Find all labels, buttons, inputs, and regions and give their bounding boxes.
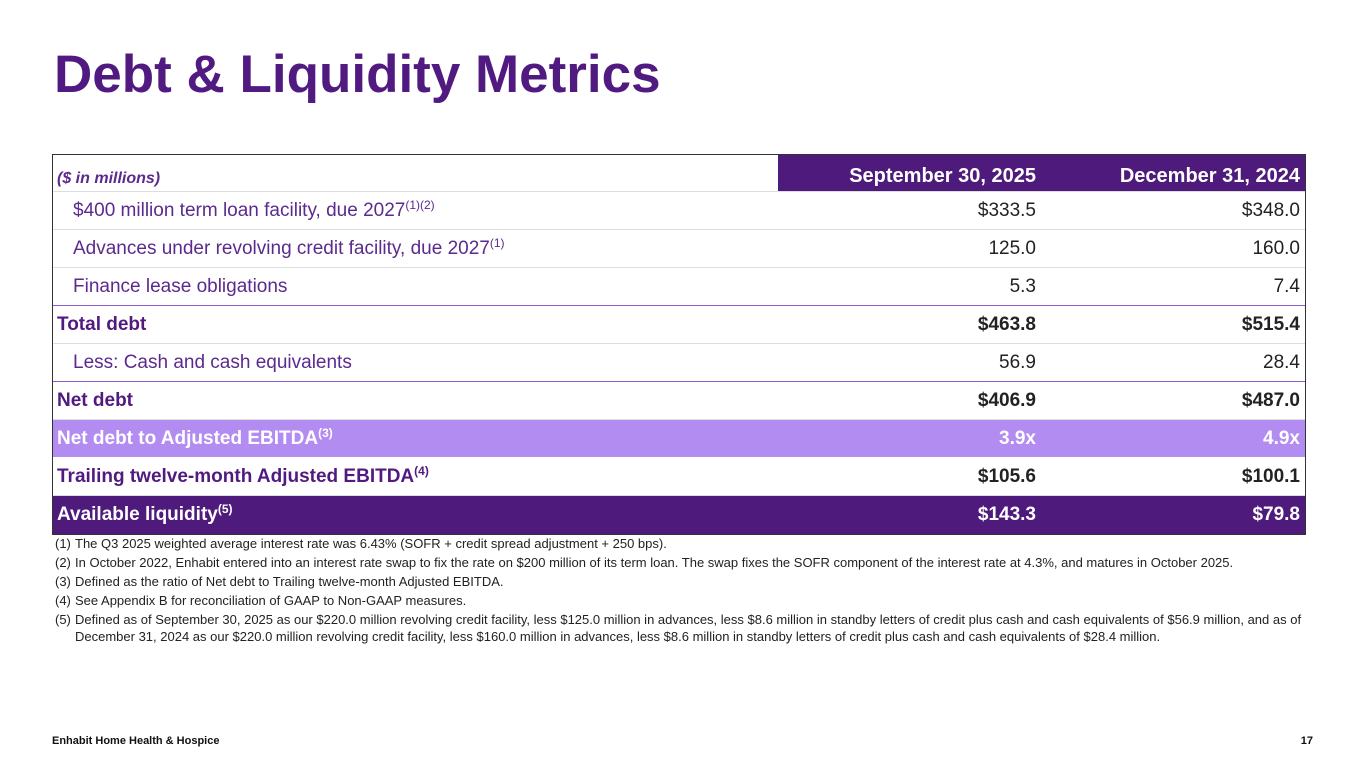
value-cell: 125.0 bbox=[988, 237, 1036, 259]
table-row: $400 million term loan facility, due 202… bbox=[53, 192, 1305, 230]
column-header: September 30, 2025 bbox=[778, 155, 1043, 191]
row-label: Total debt bbox=[57, 313, 147, 335]
table-row: Total debt $463.8 $515.4 bbox=[53, 306, 1305, 344]
row-label: $400 million term loan facility, due 202… bbox=[73, 199, 406, 221]
title: Debt & Liquidity Metrics bbox=[54, 45, 661, 104]
row-label: Less: Cash and cash equivalents bbox=[73, 351, 352, 373]
footnote-ref: (3) bbox=[318, 425, 333, 440]
value-cell: $100.1 bbox=[1241, 465, 1300, 487]
table-row: Finance lease obligations 5.3 7.4 bbox=[53, 268, 1305, 306]
table-row: Net debt $406.9 $487.0 bbox=[53, 382, 1305, 420]
header-row: ($ in millions) September 30, 2025 Decem… bbox=[53, 155, 1305, 192]
header-label: ($ in millions) bbox=[57, 170, 161, 187]
footnote: (4) See Appendix B for reconciliation of … bbox=[55, 592, 1315, 609]
value-cell: $79.8 bbox=[1252, 504, 1300, 525]
footnote-marker: (2) bbox=[55, 555, 71, 570]
row-label-cell: Less: Cash and cash equivalents bbox=[53, 352, 778, 374]
row-label: Finance lease obligations bbox=[73, 275, 288, 297]
row-label-cell: Net debt to Adjusted EBITDA(3) bbox=[53, 425, 778, 450]
footnote: (3) Defined as the ratio of Net debt to T… bbox=[55, 573, 1315, 590]
value-cell: $487.0 bbox=[1241, 389, 1300, 411]
footnote-marker: (3) bbox=[55, 574, 71, 589]
value-cell: $143.3 bbox=[977, 504, 1036, 525]
row-label-cell: Total debt bbox=[53, 314, 778, 336]
footnote-text: See Appendix B for reconciliation of GAA… bbox=[75, 593, 467, 608]
row-label: Available liquidity bbox=[57, 504, 218, 525]
footnote-ref: (4) bbox=[414, 463, 429, 478]
footnote-ref: (1)(2) bbox=[405, 197, 435, 212]
debt-table: ($ in millions) September 30, 2025 Decem… bbox=[52, 154, 1306, 535]
row-label-cell: Advances under revolving credit facility… bbox=[53, 235, 778, 260]
footnotes: (1) The Q3 2025 weighted average interest… bbox=[55, 535, 1315, 647]
row-label-cell: Available liquidity(5) bbox=[53, 502, 778, 526]
value-cell: 28.4 bbox=[1263, 351, 1300, 373]
footnote: (5) Defined as of September 30, 2025 as o… bbox=[55, 611, 1315, 645]
value-cell: 160.0 bbox=[1252, 237, 1300, 259]
footnote-ref: (1) bbox=[489, 235, 505, 250]
table-row: Advances under revolving credit facility… bbox=[53, 230, 1305, 268]
value-cell: 56.9 bbox=[999, 351, 1036, 373]
row-label-cell: Trailing twelve-month Adjusted EBITDA(4) bbox=[53, 463, 778, 488]
footer-company: Enhabit Home Health & Hospice bbox=[52, 735, 220, 747]
value-cell: 7.4 bbox=[1273, 275, 1300, 297]
table-row: Less: Cash and cash equivalents 56.9 28.4 bbox=[53, 344, 1305, 382]
value-cell: $406.9 bbox=[977, 389, 1036, 411]
value-cell: $348.0 bbox=[1241, 199, 1300, 221]
footnote-ref: (5) bbox=[217, 502, 233, 516]
value-cell: $105.6 bbox=[977, 465, 1036, 487]
footnote-text: In October 2022, Enhabit entered into an… bbox=[75, 555, 1234, 570]
value-cell: $333.5 bbox=[977, 199, 1036, 221]
value-cell: $463.8 bbox=[977, 313, 1036, 335]
table-row: Net debt to Adjusted EBITDA(3) 3.9x 4.9x bbox=[53, 420, 1305, 458]
footnote-text: Defined as the ratio of Net debt to Trai… bbox=[75, 574, 504, 589]
value-cell: 4.9x bbox=[1263, 427, 1300, 449]
row-label-cell: Net debt bbox=[53, 390, 778, 412]
footnote-marker: (5) bbox=[55, 612, 71, 627]
row-label: Net debt bbox=[57, 389, 133, 411]
column-header: December 31, 2024 bbox=[1043, 155, 1305, 191]
value-cell: $515.4 bbox=[1241, 313, 1300, 335]
row-label-cell: Finance lease obligations bbox=[53, 276, 778, 298]
footnote-text: Defined as of September 30, 2025 as our … bbox=[75, 612, 1302, 644]
table-row: Available liquidity(5) $143.3 $79.8 bbox=[53, 496, 1305, 534]
row-label: Trailing twelve-month Adjusted EBITDA bbox=[57, 465, 415, 487]
footnote-text: The Q3 2025 weighted average interest ra… bbox=[75, 536, 667, 551]
value-cell: 3.9x bbox=[999, 427, 1036, 449]
row-label-cell: $400 million term loan facility, due 202… bbox=[53, 197, 778, 222]
footnote-marker: (4) bbox=[55, 593, 71, 608]
footnote: (2) In October 2022, Enhabit entered into… bbox=[55, 554, 1315, 571]
footnote-marker: (1) bbox=[55, 536, 71, 551]
row-label: Advances under revolving credit facility… bbox=[73, 237, 490, 259]
table-row: Trailing twelve-month Adjusted EBITDA(4)… bbox=[53, 458, 1305, 496]
page-number: 17 bbox=[1300, 735, 1313, 747]
value-cell: 5.3 bbox=[1009, 275, 1036, 297]
row-label: Net debt to Adjusted EBITDA bbox=[57, 427, 319, 449]
footnote: (1) The Q3 2025 weighted average interest… bbox=[55, 535, 1315, 552]
